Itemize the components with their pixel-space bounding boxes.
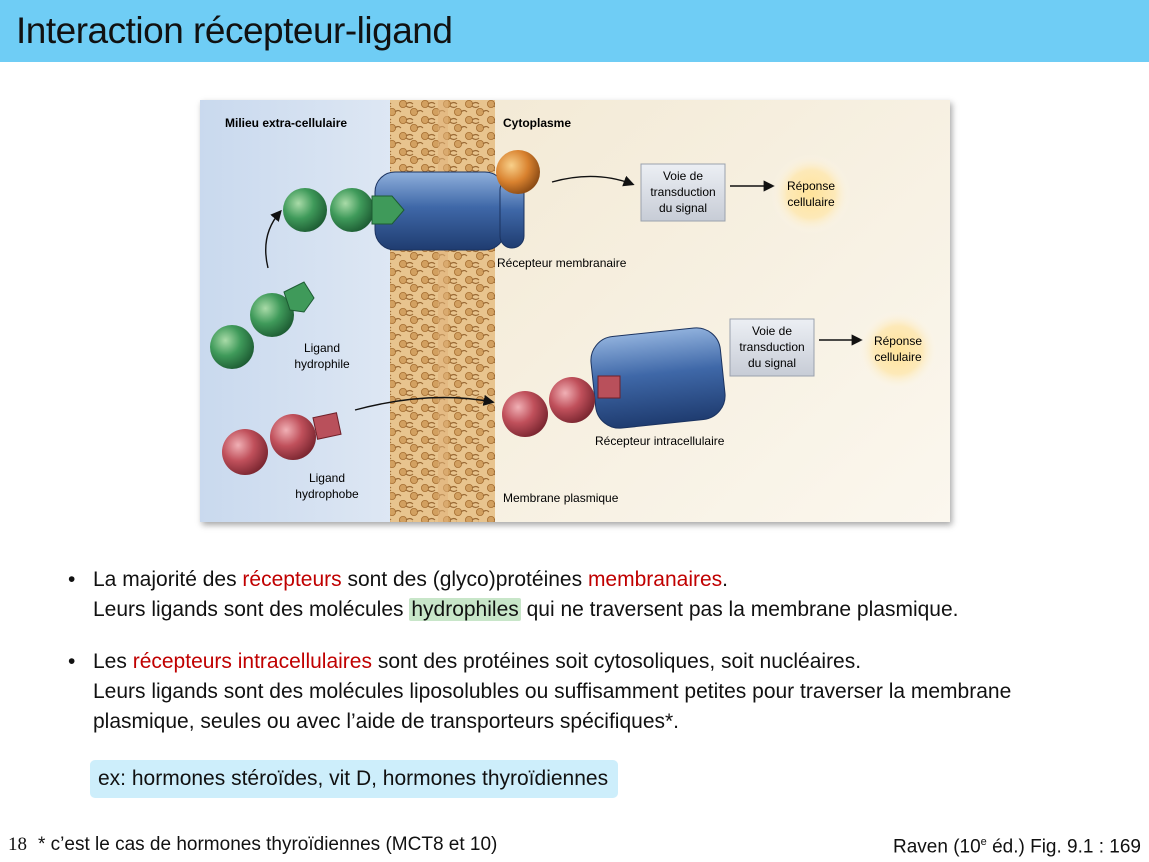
bullet-dot: • <box>68 650 76 673</box>
label-hydrophobic-1: Ligand <box>309 471 345 485</box>
text: Raven (10 <box>893 836 981 858</box>
pathway-2-line3: du signal <box>748 356 796 370</box>
highlight-membranaires: membranaires <box>587 568 723 591</box>
label-membrane: Membrane plasmique <box>503 491 619 505</box>
text: sont des (glyco)protéines <box>341 568 588 591</box>
text: . <box>722 568 728 591</box>
pathway-2-line2: transduction <box>739 340 804 354</box>
text: éd.) Fig. 9.1 : 169 <box>986 836 1141 858</box>
response-1-line1: Réponse <box>787 179 835 193</box>
pathway-1-line2: transduction <box>650 185 715 199</box>
highlight-intracellular-receptors: récepteurs intracellulaires <box>132 650 372 673</box>
label-hydrophilic-2: hydrophile <box>294 357 350 371</box>
response-2-line2: cellulaire <box>874 350 922 364</box>
bullet-1-line-2: Leurs ligands sont des molécules hydroph… <box>93 595 1128 625</box>
label-extracellular: Milieu extra-cellulaire <box>225 116 347 130</box>
intracellular-receptor <box>502 327 726 437</box>
bound-hydrophilic-ligand <box>283 188 405 232</box>
membrane-receptor <box>374 150 540 251</box>
example-box: ex: hormones stéroïdes, vit D, hormones … <box>90 760 619 798</box>
footnote: * c’est le cas de hormones thyroïdiennes… <box>38 834 498 855</box>
receptor-ligand-figure: Milieu extra-cellulaire Cytoplasme Ligan… <box>200 100 950 522</box>
slide-number: 18 <box>8 834 27 855</box>
label-cytoplasm: Cytoplasme <box>503 116 571 130</box>
binding-arrow <box>265 209 282 269</box>
pathway-box-1 <box>640 163 726 222</box>
bullet-dot: • <box>68 568 76 591</box>
label-membrane-receptor: Récepteur membranaire <box>497 256 627 270</box>
superscript: e <box>980 836 987 848</box>
bullet-2-line-2: Leurs ligands sont des molécules liposol… <box>93 680 1012 703</box>
pathway-2-line1: Voie de <box>752 324 792 338</box>
label-hydrophilic-1: Ligand <box>304 341 340 355</box>
signal-arrow-1 <box>551 175 635 187</box>
highlight-hydrophiles: hydrophiles <box>409 598 521 621</box>
text: La majorité des <box>93 568 243 591</box>
slide-title: Interaction récepteur-ligand <box>16 10 453 51</box>
text: sont des protéines soit cytosoliques, so… <box>371 650 862 673</box>
bullet-1-line-1: La majorité des récepteurs sont des (gly… <box>93 565 1128 595</box>
pathway-box-2 <box>729 318 815 377</box>
bullet-list: • La majorité des récepteurs sont des (g… <box>68 565 1128 759</box>
response-glow-2 <box>858 310 938 390</box>
text: Les <box>93 650 133 673</box>
g-protein-orange <box>496 150 540 194</box>
text: Leurs ligands sont des molécules <box>93 598 410 621</box>
bullet-2-line-1: Les récepteurs intracellulaires sont des… <box>93 647 1128 677</box>
entry-arrow <box>354 394 495 411</box>
cytoplasm-area <box>490 100 950 522</box>
bullet-membrane-receptors: • La majorité des récepteurs sont des (g… <box>68 565 1128 625</box>
response-2-line1: Réponse <box>874 334 922 348</box>
bullet-intracellular-receptors: • Les récepteurs intracellulaires sont d… <box>68 647 1128 737</box>
title-bar: Interaction récepteur-ligand <box>0 0 1149 62</box>
response-1-line2: cellulaire <box>787 195 835 209</box>
figure-reference: Raven (10e éd.) Fig. 9.1 : 169 <box>893 836 1141 858</box>
free-hydrophobic-ligand <box>222 412 342 475</box>
bullet-2-line-3: plasmique, seules ou avec l’aide de tran… <box>93 710 680 733</box>
label-hydrophobic-2: hydrophobe <box>295 487 359 501</box>
figure-svg: Milieu extra-cellulaire Cytoplasme Ligan… <box>200 100 950 522</box>
pathway-1-line3: du signal <box>659 201 707 215</box>
highlight-receptors: récepteurs <box>242 568 342 591</box>
response-glow-1 <box>771 154 851 234</box>
text: qui ne traversent pas la membrane plasmi… <box>520 598 959 621</box>
free-hydrophilic-ligand <box>210 281 315 369</box>
label-intracellular-receptor: Récepteur intracellulaire <box>595 434 725 448</box>
pathway-1-line1: Voie de <box>663 169 703 183</box>
